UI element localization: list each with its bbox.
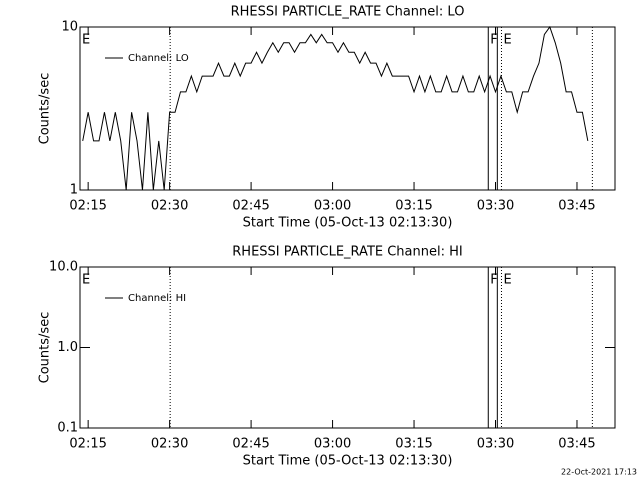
flag-label: E: [82, 273, 90, 288]
y-tick-label: 10.0: [49, 260, 78, 275]
timestamp: 22-Oct-2021 17:13: [561, 468, 637, 477]
x-axis-label: Start Time (05-Oct-13 02:13:30): [243, 216, 453, 231]
x-tick-label: 03:15: [395, 437, 432, 452]
legend-label: Channel: LO: [128, 53, 189, 64]
flag-label: E: [503, 273, 511, 288]
flag-label: E: [503, 33, 511, 48]
y-tick-label: 0.1: [57, 421, 78, 436]
legend-label: Channel: HI: [128, 293, 186, 304]
y-tick-label: 1: [70, 183, 78, 198]
x-tick-label: 03:45: [558, 199, 595, 214]
chart-title: RHESSI PARTICLE_RATE Channel: LO: [231, 5, 465, 20]
y-tick-label: 10: [61, 20, 78, 35]
flag-label: F: [490, 273, 497, 288]
chart-title: RHESSI PARTICLE_RATE Channel: HI: [232, 245, 462, 260]
flag-label: F: [490, 33, 497, 48]
y-tick-label: 1.0: [57, 340, 78, 355]
x-tick-label: 02:30: [151, 437, 188, 452]
x-tick-label: 03:45: [558, 437, 595, 452]
x-tick-label: 03:00: [314, 199, 351, 214]
x-tick-label: 02:30: [151, 199, 188, 214]
x-tick-label: 02:45: [232, 437, 269, 452]
x-tick-label: 02:15: [69, 437, 106, 452]
y-axis-label: Counts/sec: [38, 312, 53, 384]
x-tick-label: 03:30: [477, 437, 514, 452]
x-tick-label: 03:15: [395, 199, 432, 214]
data-line: [82, 25, 589, 191]
y-axis-label: Counts/sec: [38, 73, 53, 145]
flag-label: E: [82, 33, 90, 48]
x-axis-label: Start Time (05-Oct-13 02:13:30): [243, 454, 453, 469]
x-tick-label: 03:00: [314, 437, 351, 452]
plot-frame: [79, 26, 616, 191]
x-tick-label: 02:45: [232, 199, 269, 214]
x-tick-label: 02:15: [69, 199, 106, 214]
x-tick-label: 03:30: [477, 199, 514, 214]
